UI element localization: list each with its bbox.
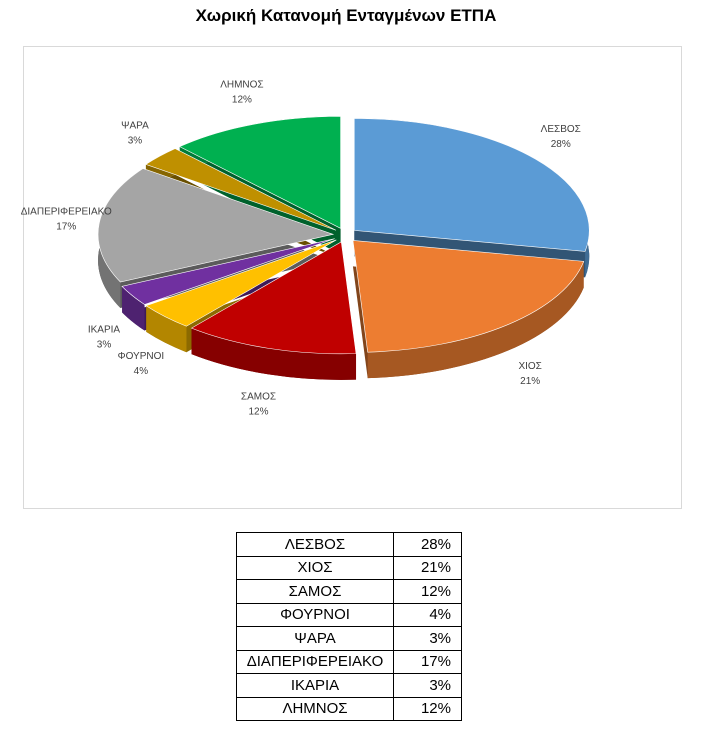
share-cell: 12% <box>393 696 462 721</box>
slice-label: ΔΙΑΠΕΡΙΦΕΡΕΙΑΚΟ <box>21 207 112 218</box>
table-row: ΧΙΟΣ 21% <box>236 555 462 580</box>
region-cell: ΛΕΣΒΟΣ <box>236 532 394 557</box>
slice-side <box>146 305 187 353</box>
summary-table: ΛΕΣΒΟΣ 28% ΧΙΟΣ 21% ΣΑΜΟΣ 12% ΦΟΥΡΝΟΙ 4% ΨΑΡΑ 3% Δ… <box>236 532 462 721</box>
slice-label: ΣΑΜΟΣ <box>241 392 276 403</box>
chart: Χωρική Κατανομή Ενταγμένων ΕΤΠΑ ΛΕΣΒΟΣ 28… <box>21 6 682 509</box>
region-cell: ΔΙΑΠΕΡΙΦΕΡΕΙΑΚΟ <box>236 649 394 674</box>
region-cell: ΙΚΑΡΙΑ <box>236 673 394 698</box>
share-cell: 3% <box>393 673 462 698</box>
region-cell: ΨΑΡΑ <box>236 626 394 651</box>
slice-label: ΙΚΑΡΙΑ <box>88 324 121 335</box>
table-row: ΣΑΜΟΣ 12% <box>236 579 462 604</box>
table-row: ΙΚΑΡΙΑ 3% <box>236 673 462 698</box>
chart-frame <box>23 46 682 509</box>
slice-label: ΛΗΜΝΟΣ <box>220 80 263 91</box>
chart-title: Χωρική Κατανομή Ενταγμένων ΕΤΠΑ <box>196 6 497 25</box>
slice-label: ΧΙΟΣ <box>518 361 541 372</box>
slice <box>190 241 357 355</box>
region-cell: ΧΙΟΣ <box>236 555 394 580</box>
table-row: ΛΕΣΒΟΣ 28% <box>236 532 462 557</box>
slice-value-label: 12% <box>248 407 268 418</box>
slice-side <box>122 286 145 331</box>
slice <box>179 116 341 229</box>
slice <box>352 240 585 353</box>
region-cell: ΛΗΜΝΟΣ <box>236 696 394 721</box>
share-cell: 28% <box>393 532 462 557</box>
table-row: ΨΑΡΑ 3% <box>236 626 462 651</box>
share-cell: 17% <box>393 649 462 674</box>
slice <box>145 148 337 231</box>
slice <box>145 239 337 327</box>
slice-value-label: 21% <box>520 376 540 387</box>
slice-side <box>191 328 357 380</box>
slice-value-label: 12% <box>232 95 252 106</box>
slice-label: ΨΑΡΑ <box>121 120 149 131</box>
share-cell: 12% <box>393 579 462 604</box>
slice <box>353 118 590 252</box>
region-cell: ΣΑΜΟΣ <box>236 579 394 604</box>
share-cell: 3% <box>393 626 462 651</box>
slice <box>121 238 335 305</box>
slice-value-label: 3% <box>97 339 112 350</box>
table-row: ΔΙΑΠΕΡΙΦΕΡΕΙΑΚΟ 17% <box>236 649 462 674</box>
table-row: ΦΟΥΡΝΟΙ 4% <box>236 602 462 627</box>
slice-value-label: 4% <box>134 366 149 377</box>
slice-label: ΛΕΣΒΟΣ <box>541 124 581 135</box>
share-cell: 4% <box>393 602 462 627</box>
slice-label: ΦΟΥΡΝΟΙ <box>118 351 165 362</box>
slice-value-label: 17% <box>56 222 76 233</box>
slice <box>97 168 335 283</box>
share-cell: 21% <box>393 555 462 580</box>
slice-side <box>367 261 584 379</box>
slice-value-label: 3% <box>128 135 143 146</box>
slice-value-label: 28% <box>551 139 571 150</box>
region-cell: ΦΟΥΡΝΟΙ <box>236 602 394 627</box>
table-row: ΛΗΜΝΟΣ 12% <box>236 696 462 721</box>
